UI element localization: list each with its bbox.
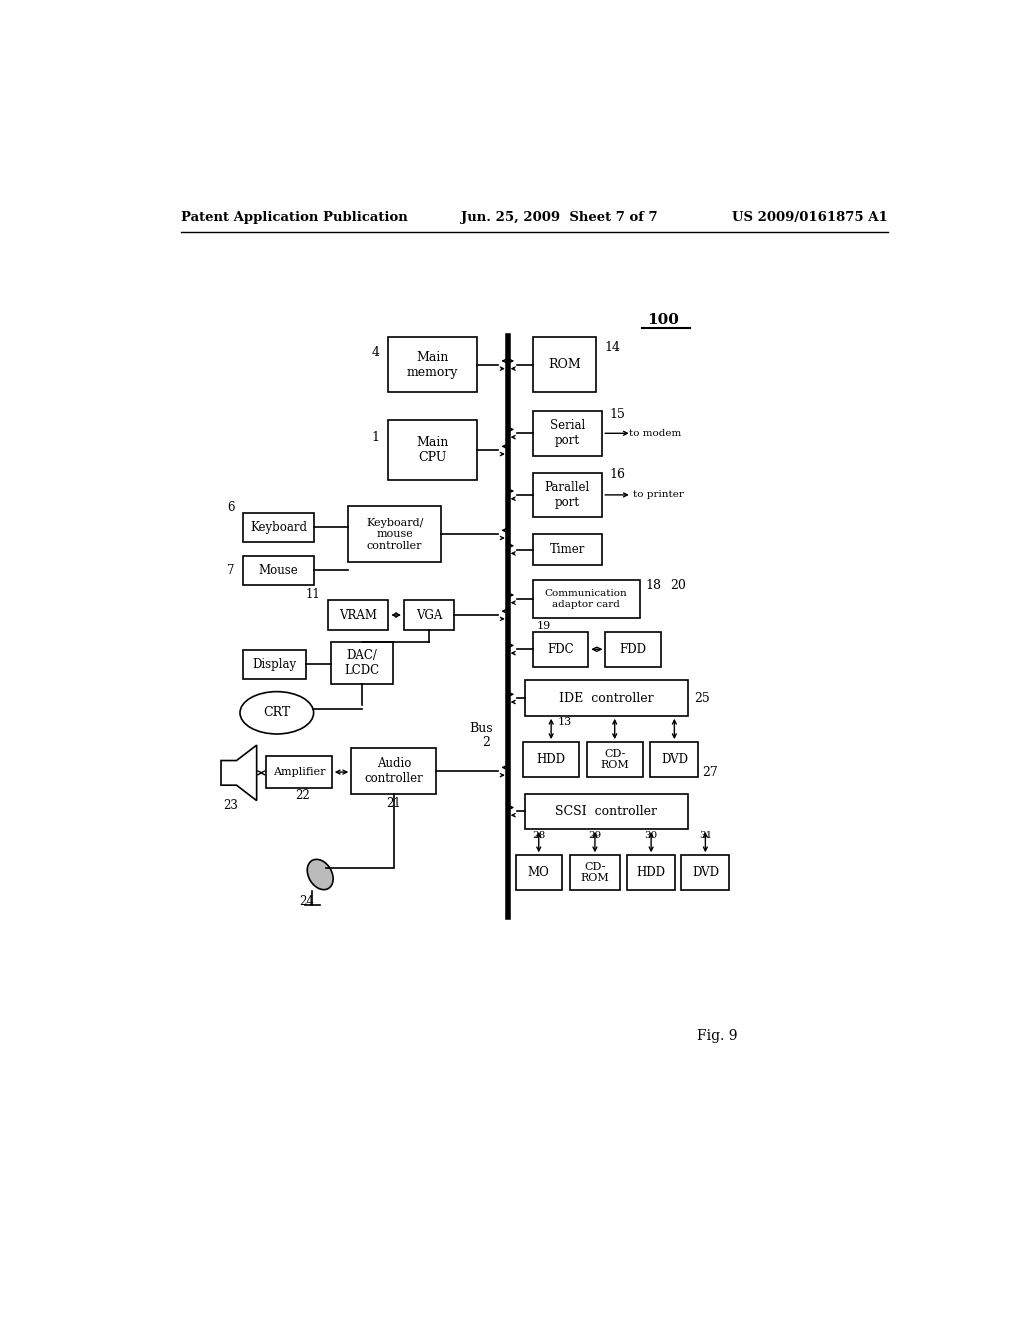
Bar: [243, 512, 314, 541]
Text: Amplifier: Amplifier: [272, 767, 326, 777]
Bar: [524, 681, 687, 715]
Text: 11: 11: [305, 589, 321, 602]
Text: 16: 16: [609, 467, 626, 480]
Bar: [331, 642, 393, 684]
Text: DAC/
LCDC: DAC/ LCDC: [344, 649, 380, 677]
Text: CD-
ROM: CD- ROM: [581, 862, 609, 883]
Text: ROM: ROM: [548, 358, 581, 371]
Text: 30: 30: [644, 832, 657, 841]
Bar: [351, 748, 436, 795]
Bar: [681, 855, 729, 890]
Text: DVD: DVD: [692, 866, 719, 879]
Text: Keyboard/
mouse
controller: Keyboard/ mouse controller: [366, 517, 423, 550]
Bar: [532, 337, 596, 392]
Ellipse shape: [307, 859, 333, 890]
Text: HDD: HDD: [637, 866, 666, 879]
Bar: [348, 507, 441, 562]
Bar: [403, 601, 455, 630]
Text: FDC: FDC: [547, 643, 573, 656]
Text: VGA: VGA: [416, 609, 442, 622]
Text: Timer: Timer: [550, 543, 585, 556]
Text: 28: 28: [532, 832, 546, 841]
Bar: [650, 742, 698, 776]
Polygon shape: [221, 744, 257, 800]
Text: Main
CPU: Main CPU: [416, 436, 449, 465]
Text: Main
memory: Main memory: [407, 351, 458, 379]
Bar: [388, 337, 477, 392]
Text: 13: 13: [557, 717, 571, 727]
Text: Audio
controller: Audio controller: [365, 758, 423, 785]
Bar: [523, 742, 579, 776]
Text: Parallel
port: Parallel port: [545, 480, 590, 510]
Text: 21: 21: [386, 797, 401, 810]
Bar: [328, 601, 388, 630]
Text: 25: 25: [693, 692, 710, 705]
Bar: [532, 579, 640, 618]
Text: Display: Display: [252, 657, 297, 671]
Bar: [388, 420, 477, 480]
Bar: [243, 649, 306, 678]
Text: SCSI  controller: SCSI controller: [555, 805, 657, 818]
Bar: [532, 473, 602, 517]
Text: HDD: HDD: [537, 752, 565, 766]
Text: 4: 4: [372, 346, 380, 359]
Text: 6: 6: [227, 500, 234, 513]
Text: US 2009/0161875 A1: US 2009/0161875 A1: [732, 211, 888, 224]
Bar: [532, 535, 602, 565]
Text: 24: 24: [299, 895, 313, 908]
Text: IDE  controller: IDE controller: [559, 692, 653, 705]
Text: Communication
adaptor card: Communication adaptor card: [545, 589, 628, 609]
Text: DVD: DVD: [660, 752, 688, 766]
Text: CRT: CRT: [263, 706, 291, 719]
Bar: [524, 793, 687, 829]
Text: Keyboard: Keyboard: [250, 520, 307, 533]
Text: 1: 1: [372, 430, 380, 444]
Bar: [243, 556, 314, 585]
Text: Serial
port: Serial port: [550, 420, 585, 447]
Text: Jun. 25, 2009  Sheet 7 of 7: Jun. 25, 2009 Sheet 7 of 7: [461, 211, 657, 224]
Text: 100: 100: [647, 313, 679, 327]
Bar: [605, 632, 662, 667]
Text: Patent Application Publication: Patent Application Publication: [180, 211, 408, 224]
Text: 14: 14: [604, 342, 621, 354]
Text: 27: 27: [702, 767, 718, 779]
Text: to printer: to printer: [633, 491, 684, 499]
Text: 22: 22: [295, 789, 309, 803]
Text: 20: 20: [671, 579, 686, 593]
Text: 7: 7: [227, 564, 234, 577]
Text: VRAM: VRAM: [339, 609, 377, 622]
Text: to modem: to modem: [629, 429, 681, 438]
Text: 29: 29: [589, 832, 601, 841]
Bar: [569, 855, 621, 890]
Text: Fig. 9: Fig. 9: [696, 1030, 737, 1043]
Text: Mouse: Mouse: [258, 564, 298, 577]
Bar: [266, 756, 332, 788]
Bar: [532, 411, 602, 455]
Text: 15: 15: [609, 408, 625, 421]
Bar: [587, 742, 643, 776]
Text: 18: 18: [646, 579, 662, 593]
Bar: [627, 855, 675, 890]
Text: MO: MO: [528, 866, 550, 879]
Text: FDD: FDD: [620, 643, 647, 656]
Text: 2: 2: [482, 735, 490, 748]
Text: 23: 23: [223, 799, 239, 812]
Text: Bus: Bus: [469, 722, 493, 735]
Ellipse shape: [240, 692, 313, 734]
Text: 19: 19: [537, 620, 551, 631]
Bar: [532, 632, 589, 667]
Text: CD-
ROM: CD- ROM: [600, 748, 629, 770]
Text: 31: 31: [698, 832, 712, 841]
Bar: [515, 855, 562, 890]
